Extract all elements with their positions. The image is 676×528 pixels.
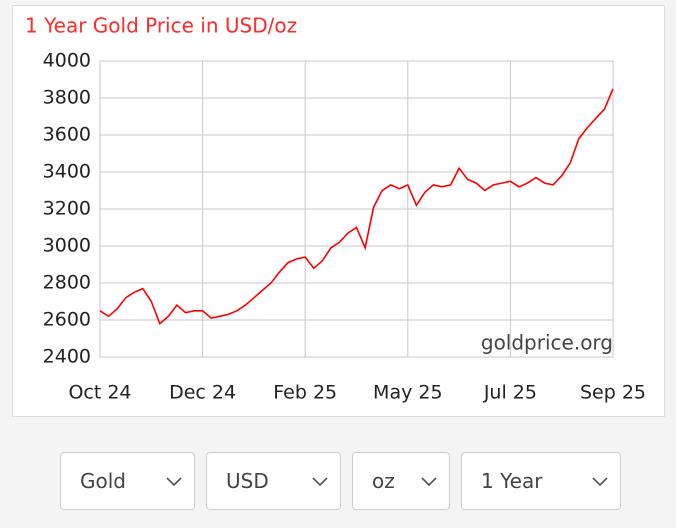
y-tick-label: 3000 [43,235,91,257]
x-tick-label: Oct 24 [68,382,131,404]
chart-title: 1 Year Gold Price in USD/oz [25,14,297,38]
watermark: goldprice.org [481,331,613,355]
x-tick-label: Feb 25 [273,382,337,404]
chevron [312,477,328,487]
y-tick-label: 2600 [43,309,91,331]
period-select[interactable]: 1 Year [461,452,621,510]
y-tick-label: 3600 [43,124,91,146]
chart: 1 Year Gold Price in USD/oz 2400 2600 2800… [25,14,646,404]
select-text: oz [372,469,395,493]
y-tick-label: 3800 [43,87,91,109]
price-line [99,88,614,326]
metal-select[interactable]: Gold [60,452,195,510]
y-tick-label: 3400 [43,161,91,183]
select-text: 1 Year [481,469,543,493]
y-tick-label: 2800 [43,272,91,294]
x-tick-label: Jul 25 [483,382,537,404]
panel [12,5,665,417]
unit-select[interactable]: oz [352,452,450,510]
chevron [166,477,182,487]
y-tick-label: 3200 [43,198,91,220]
chevron [592,477,608,487]
x-tick-label: Dec 24 [169,382,236,404]
y-tick-label: 2400 [43,346,91,368]
select-text: USD [226,469,269,493]
x-tick-label: Sep 25 [580,382,646,404]
chevron [421,477,437,487]
select-text: Gold [80,469,126,493]
y-tick-label: 4000 [43,50,91,72]
currency-select[interactable]: USD [206,452,341,510]
x-tick-label: May 25 [373,382,443,404]
